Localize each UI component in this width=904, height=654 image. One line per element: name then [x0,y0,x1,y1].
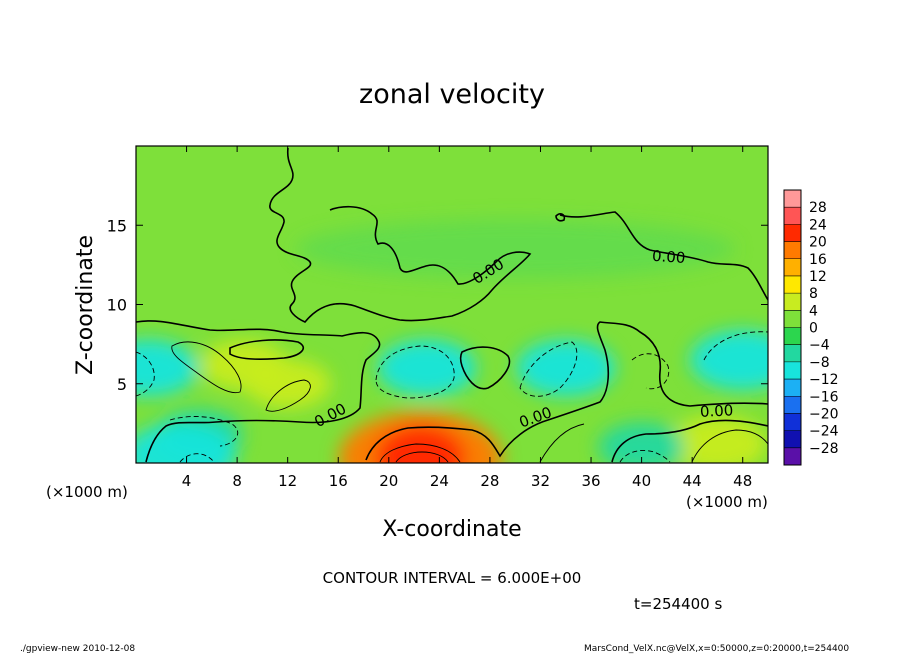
contour-negative-4 [179,453,215,463]
contour-lines [136,147,768,463]
colorbar-label: −12 [809,372,839,388]
contour-zero-upper [269,147,532,323]
colorbar-label: 0 [809,321,818,337]
colorbar-swatch [784,379,801,397]
footer-right: MarsCond_VelX.nc@VelX,x=0:50000,z=0:2000… [584,644,849,654]
field-feature [244,358,331,409]
contour-positive-4 [395,451,449,463]
colorbar-swatch [784,447,801,466]
field-feature [516,339,616,397]
x-tick-label: 4 [182,472,192,490]
colorbar-swatch [784,327,801,346]
y-tick-label: 5 [117,375,127,394]
colorbar-swatch [784,258,801,277]
colorbar-label: 4 [809,303,818,319]
x-tick-label: 8 [232,472,242,490]
y-tick-label: 10 [107,296,127,315]
colorbar-swatch [784,396,801,414]
contour-zero-lower-left [136,320,381,463]
contour-negative-3 [703,331,768,361]
plot-area: 0.00 0.00 0.00 0.00 0.00 [136,146,768,463]
x-tick-label: 24 [430,472,449,490]
colorbar-label: 20 [809,235,827,251]
x-tick-label: 44 [683,472,702,490]
contour-zero-islet-1 [229,339,304,360]
contour-negative-5 [169,416,239,447]
contour-zero-right [559,211,768,301]
x-tick-label: 48 [733,472,752,490]
colorbar-label: 28 [809,200,827,216]
field-feature [136,339,199,397]
contour-negative-2 [519,341,578,397]
contour-negative-7 [136,351,155,397]
x-tick-label: 16 [329,472,348,490]
contour-negative-8 [631,353,670,390]
contour-positive-2 [265,379,311,412]
contour-positive-1 [171,341,242,394]
colorbar-label: 24 [809,217,827,233]
x-tick-label: 32 [531,472,550,490]
contour-zero-blob-center [459,346,511,390]
footer-left: ./gpview-new 2010-12-08 [20,644,135,654]
colorbar-swatch [784,293,801,311]
contour-zero-lower-mid [365,321,768,461]
contour-zero-bottom-right [611,419,768,463]
contour-positive-5 [691,429,768,463]
colorbar-label: −24 [809,424,839,440]
x-tick-label: 20 [379,472,398,490]
colorbar-swatch [784,310,801,328]
colorbar-swatch [784,224,801,242]
x-tick-label: 28 [480,472,499,490]
colorbar-label: 16 [809,252,827,268]
colorbar-swatch [784,207,801,225]
colorbar-swatch [784,190,801,208]
colorbar-label: −16 [809,389,839,405]
contour-label: 0.00 [651,247,686,267]
x-axis-unit-left: (×1000 m) [46,483,128,501]
x-axis: 4 8 12 16 20 24 28 32 36 40 44 48 [182,146,752,490]
x-axis-unit-right: (×1000 m) [686,493,768,511]
field-feature [598,422,685,463]
contour-label: 0.00 [700,401,734,421]
x-tick-label: 36 [581,472,600,490]
x-tick-label: 12 [278,472,297,490]
field-feature [136,423,237,463]
colorbar-label: −20 [809,406,839,422]
colorbar-swatch [784,344,801,363]
colorbar-label: −4 [809,338,830,354]
contour-negative-1 [375,345,455,399]
colorbar-swatch [784,413,801,432]
plot-background [136,146,768,463]
colorbar-swatch [784,241,801,260]
colorbar-label: 8 [809,286,818,302]
y-axis-label: Z-coordinate [73,235,98,375]
colorbar-swatch [784,275,801,294]
field-feature [377,339,477,397]
time-stamp: t=254400 s [634,595,722,613]
y-tick-label: 15 [107,216,127,235]
contour-positive-3 [379,443,461,463]
colorbar-swatch [784,361,801,380]
colorbar-label: 12 [809,269,827,285]
field-band [295,219,736,280]
chart-title: zonal velocity [359,79,545,110]
contour-interval: CONTOUR INTERVAL = 6.000E+00 [323,569,582,587]
contour-positive-6 [539,423,585,463]
colorbar-swatch [784,430,801,449]
x-axis-label: X-coordinate [382,517,521,542]
contour-zero-islet-2 [555,213,566,222]
field-feature [689,329,768,391]
x-tick-label: 40 [632,472,651,490]
colorbar-label: −28 [809,441,839,457]
contour-negative-6 [619,450,671,463]
y-axis: 5 10 15 [107,216,768,394]
colorbar-label: −8 [809,355,830,371]
